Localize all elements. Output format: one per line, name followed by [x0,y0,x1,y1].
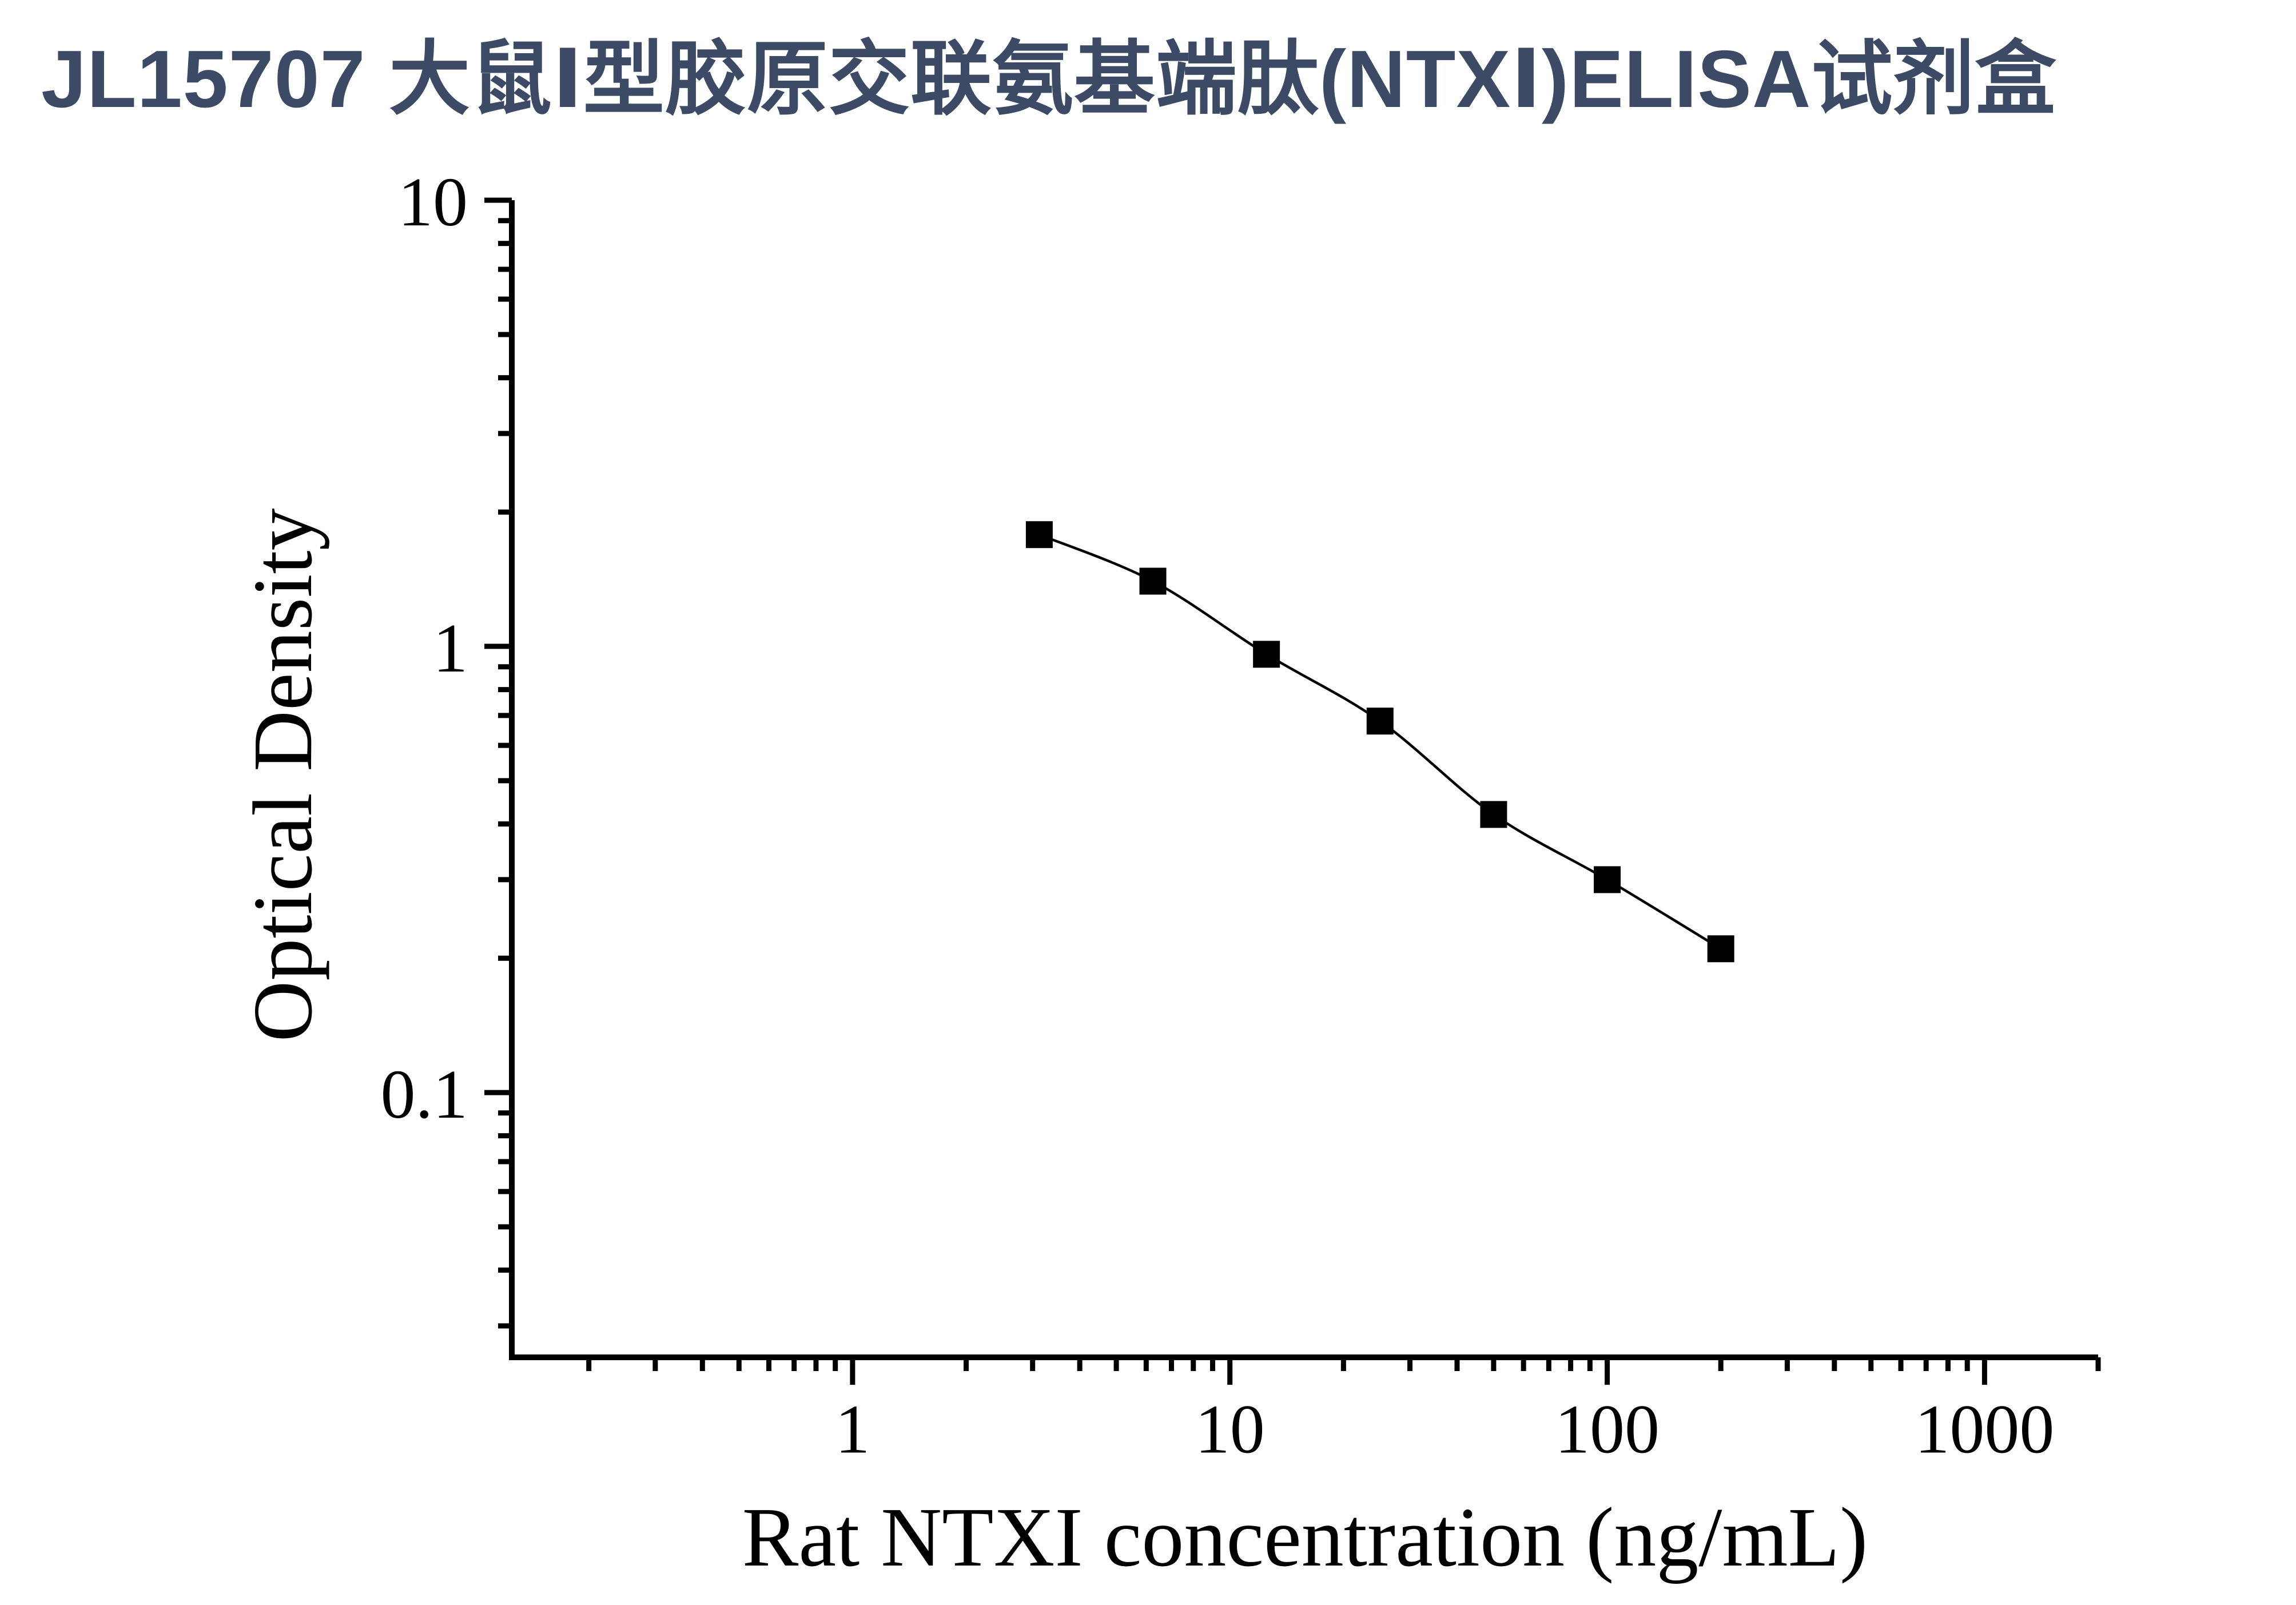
x-tick-label: 10 [1195,1391,1265,1468]
axes-spine [509,200,2098,1360]
data-point-marker [1139,567,1167,595]
y-tick-label: 0.1 [381,1056,468,1133]
y-axis-title: Optical Density [236,508,330,1042]
data-point-marker [1025,521,1053,549]
x-tick-label: 100 [1555,1391,1660,1468]
data-point-marker [1594,866,1621,893]
data-point-marker [1707,935,1734,963]
x-axis-title: Rat NTXI concentration (ng/mL) [742,1491,1868,1584]
y-tick-label: 10 [398,164,468,241]
figure-title: JL15707 大鼠Ⅰ型胶原交联氨基端肽(NTXⅠ)ELISA试剂盒 [41,34,2057,125]
data-point-marker [1480,801,1507,828]
x-tick-label: 1000 [1915,1391,2054,1468]
data-point-marker [1366,708,1394,735]
data-point-marker [1253,641,1280,668]
y-tick-label: 1 [433,610,468,687]
x-tick-label: 1 [835,1391,870,1468]
